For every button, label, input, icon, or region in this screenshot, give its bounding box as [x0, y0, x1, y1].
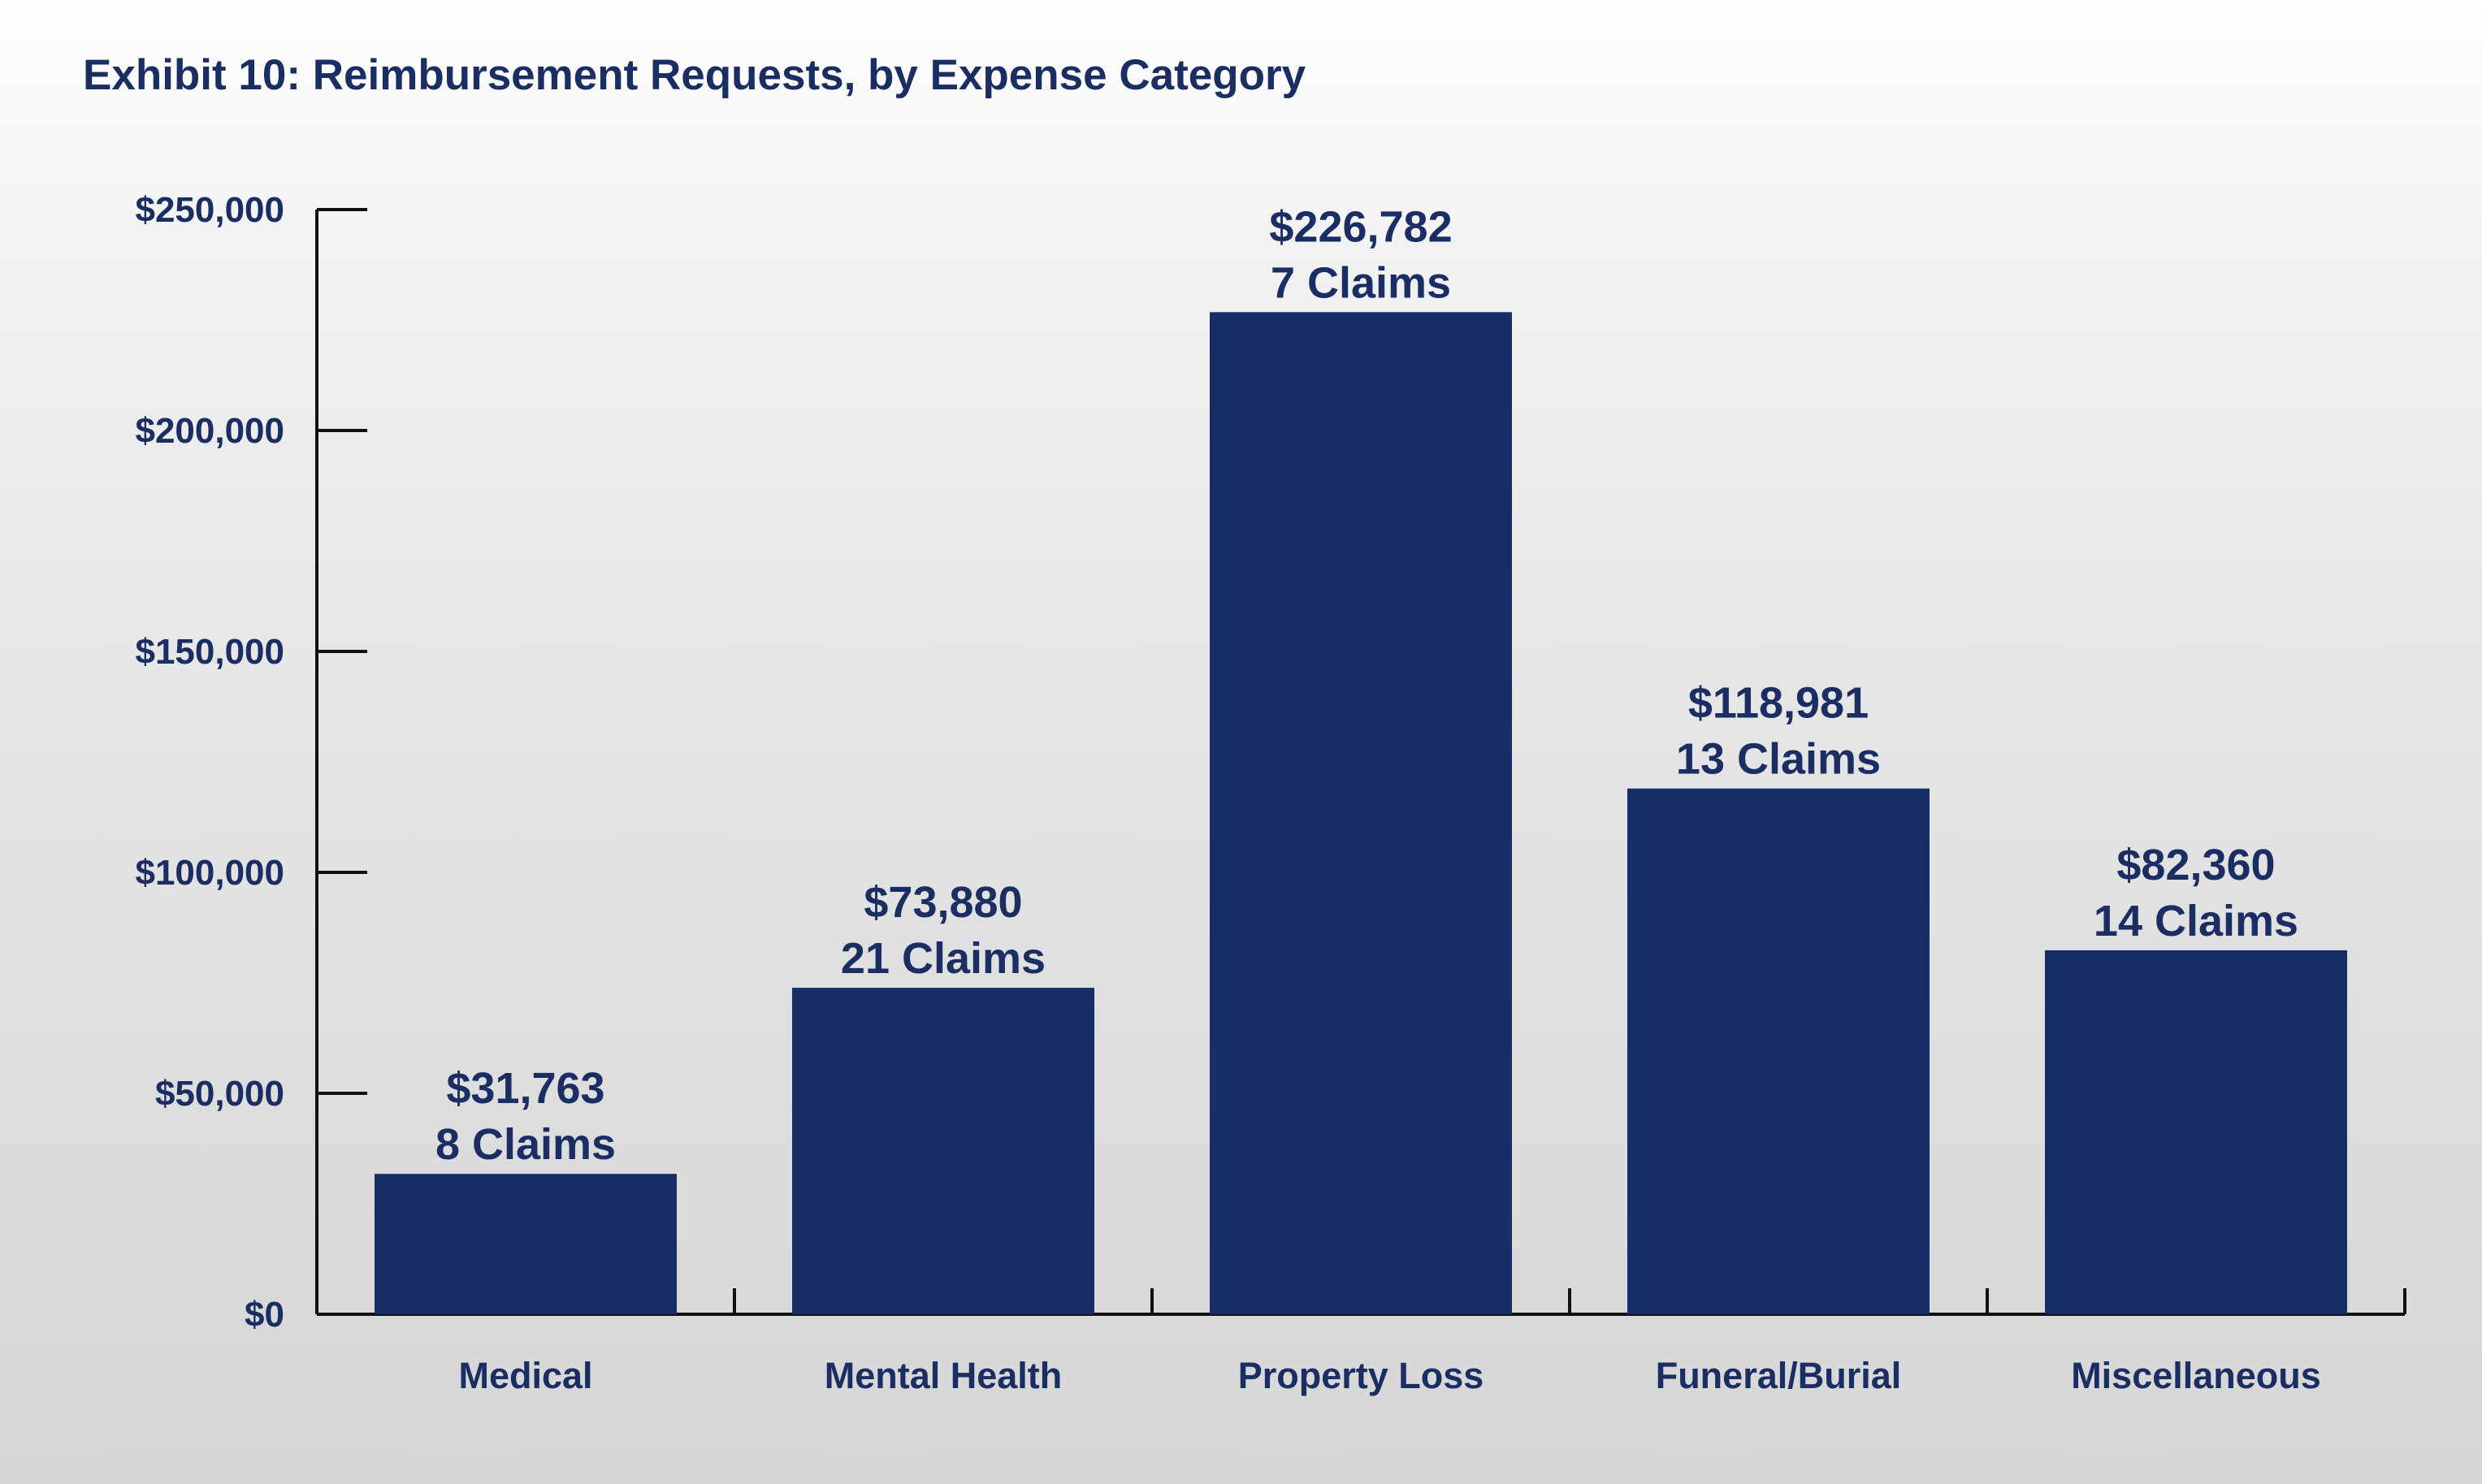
bar-mental-health	[792, 988, 1094, 1314]
x-category-label: Property Loss	[1238, 1355, 1484, 1396]
bars	[375, 312, 2347, 1314]
bar-value-label: $73,880	[864, 878, 1022, 927]
y-tick-label: $200,000	[135, 411, 284, 451]
bar-claims-label: 8 Claims	[435, 1120, 616, 1169]
bar-claims-label: 13 Claims	[1676, 735, 1881, 784]
bar-claims-label: 7 Claims	[1271, 258, 1451, 307]
bar-claims-label: 21 Claims	[841, 934, 1046, 983]
y-tick-label: $50,000	[155, 1074, 284, 1114]
bar-property-loss	[1210, 312, 1512, 1314]
bar-miscellaneous	[2045, 950, 2347, 1314]
x-category-label: Miscellaneous	[2071, 1355, 2321, 1396]
chart-title: Exhibit 10: Reimbursement Requests, by E…	[83, 51, 1306, 99]
bar-value-label: $118,981	[1688, 679, 1869, 728]
y-axis: $0 $50,000 $100,000 $150,000 $200,000 $250,00…	[135, 190, 367, 1335]
bar-medical	[375, 1174, 677, 1314]
bar-value-label: $31,763	[446, 1064, 604, 1113]
bar-claims-label: 14 Claims	[2094, 897, 2298, 945]
bar-value-label: $82,360	[2116, 841, 2275, 889]
y-tick-label: $0	[245, 1295, 284, 1335]
data-labels: $31,763 8 Claims $73,880 21 Claims $226,782 7…	[435, 202, 2298, 1169]
x-category-label: Mental Health	[825, 1355, 1063, 1396]
x-category-label: Medical	[458, 1355, 592, 1396]
y-tick-label: $250,000	[135, 190, 284, 230]
y-tick-label: $100,000	[135, 853, 284, 893]
bar-value-label: $226,782	[1269, 202, 1452, 251]
y-tick-label: $150,000	[135, 632, 284, 672]
x-category-label: Funeral/Burial	[1656, 1355, 1902, 1396]
bar-funeral-burial	[1627, 788, 1930, 1314]
